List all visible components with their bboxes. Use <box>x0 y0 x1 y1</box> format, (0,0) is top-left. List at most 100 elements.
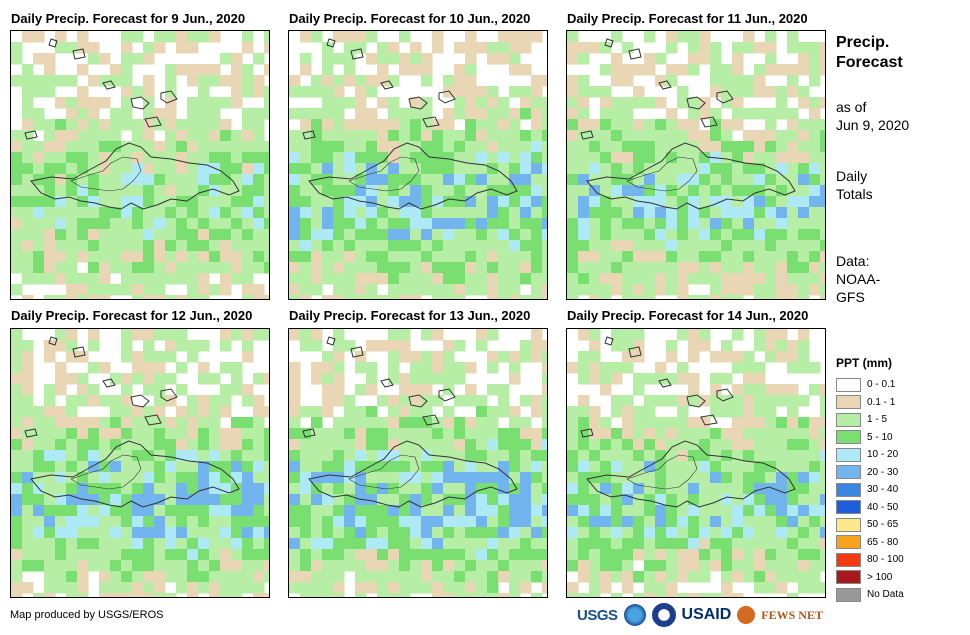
precip-cell <box>110 130 122 142</box>
precip-cell <box>11 450 23 462</box>
precip-cell <box>542 450 547 462</box>
precip-cell <box>242 130 254 142</box>
precip-cell <box>531 97 543 109</box>
precip-cell <box>366 505 378 517</box>
precip-cell <box>187 163 199 175</box>
precip-cell <box>578 362 590 374</box>
precip-cell <box>699 450 711 462</box>
precip-cell <box>809 64 821 76</box>
precip-cell <box>432 218 444 230</box>
precip-cell <box>567 560 579 572</box>
precip-cell <box>578 262 590 274</box>
precip-cell <box>820 185 825 197</box>
precip-cell <box>11 428 23 440</box>
precip-cell <box>209 251 221 263</box>
precip-cell <box>333 340 345 352</box>
precip-cell <box>509 351 521 363</box>
precip-cell <box>99 494 111 506</box>
coastline-small-island <box>24 130 38 140</box>
precip-cell <box>776 130 788 142</box>
precip-cell <box>567 174 579 186</box>
precip-cell <box>688 571 700 583</box>
legend-item: 1 - 5 <box>836 411 904 429</box>
precip-cell <box>220 273 232 285</box>
precip-cell <box>567 196 579 208</box>
precip-cell <box>432 141 444 153</box>
precip-cell <box>531 494 543 506</box>
precip-cell <box>421 284 433 296</box>
precip-cell <box>289 505 301 517</box>
precip-cell <box>721 262 733 274</box>
precip-cell <box>688 163 700 175</box>
precip-cell <box>809 582 821 594</box>
precip-cell <box>66 406 78 418</box>
precip-cell <box>465 284 477 296</box>
precip-cell <box>55 229 67 241</box>
precip-cell <box>600 527 612 539</box>
precip-cell <box>220 560 232 572</box>
precip-cell <box>355 428 367 440</box>
precip-cell <box>388 593 400 597</box>
precip-cell <box>611 130 623 142</box>
precip-cell <box>187 538 199 550</box>
precip-cell <box>787 340 799 352</box>
precip-cell <box>110 538 122 550</box>
precip-cell <box>388 516 400 528</box>
precip-cell <box>721 494 733 506</box>
precip-cell <box>187 251 199 263</box>
precip-cell <box>611 262 623 274</box>
precip-cell <box>198 130 210 142</box>
precip-cell <box>22 450 34 462</box>
coastline-small-island <box>408 394 428 408</box>
precip-cell <box>333 450 345 462</box>
precip-cell <box>377 571 389 583</box>
precip-cell <box>688 42 700 54</box>
precip-cell <box>410 373 422 385</box>
precip-cell <box>300 494 312 506</box>
precip-cell <box>366 582 378 594</box>
precip-cell <box>589 582 601 594</box>
precip-cell <box>699 262 711 274</box>
precip-cell <box>88 329 100 341</box>
precip-cell <box>809 560 821 572</box>
precip-cell <box>176 240 188 252</box>
precip-cell <box>611 362 623 374</box>
precip-cell <box>677 560 689 572</box>
precip-cell <box>633 593 645 597</box>
precip-cell <box>187 108 199 120</box>
precip-cell <box>121 373 133 385</box>
coastline-small-island <box>628 346 642 358</box>
precip-cell <box>820 262 825 274</box>
precip-cell <box>11 340 23 352</box>
precip-cell <box>55 406 67 418</box>
precip-cell <box>344 130 356 142</box>
precip-cell <box>311 362 323 374</box>
precip-cell <box>344 494 356 506</box>
precip-cell <box>264 251 269 263</box>
precip-cell <box>264 229 269 241</box>
precip-cell <box>443 494 455 506</box>
precip-cell <box>366 196 378 208</box>
precip-cell <box>242 75 254 87</box>
precip-cell <box>644 207 656 219</box>
precip-cell <box>567 439 579 451</box>
precip-cell <box>121 395 133 407</box>
legend-label: 40 - 50 <box>867 501 899 513</box>
precip-cell <box>765 196 777 208</box>
precip-cell <box>399 64 411 76</box>
precip-cell <box>22 439 34 451</box>
legend-label: No Data <box>867 589 904 601</box>
precip-cell <box>743 240 755 252</box>
precip-cell <box>589 362 601 374</box>
precip-cell <box>22 395 34 407</box>
precip-cell <box>231 538 243 550</box>
precip-cell <box>600 549 612 561</box>
precip-cell <box>589 284 601 296</box>
precip-cell <box>655 582 667 594</box>
precip-cell <box>187 351 199 363</box>
precip-cell <box>454 97 466 109</box>
precip-cell <box>388 483 400 495</box>
daily-line1: Daily <box>836 168 868 184</box>
precip-cell <box>333 505 345 517</box>
precip-cell <box>443 295 455 299</box>
